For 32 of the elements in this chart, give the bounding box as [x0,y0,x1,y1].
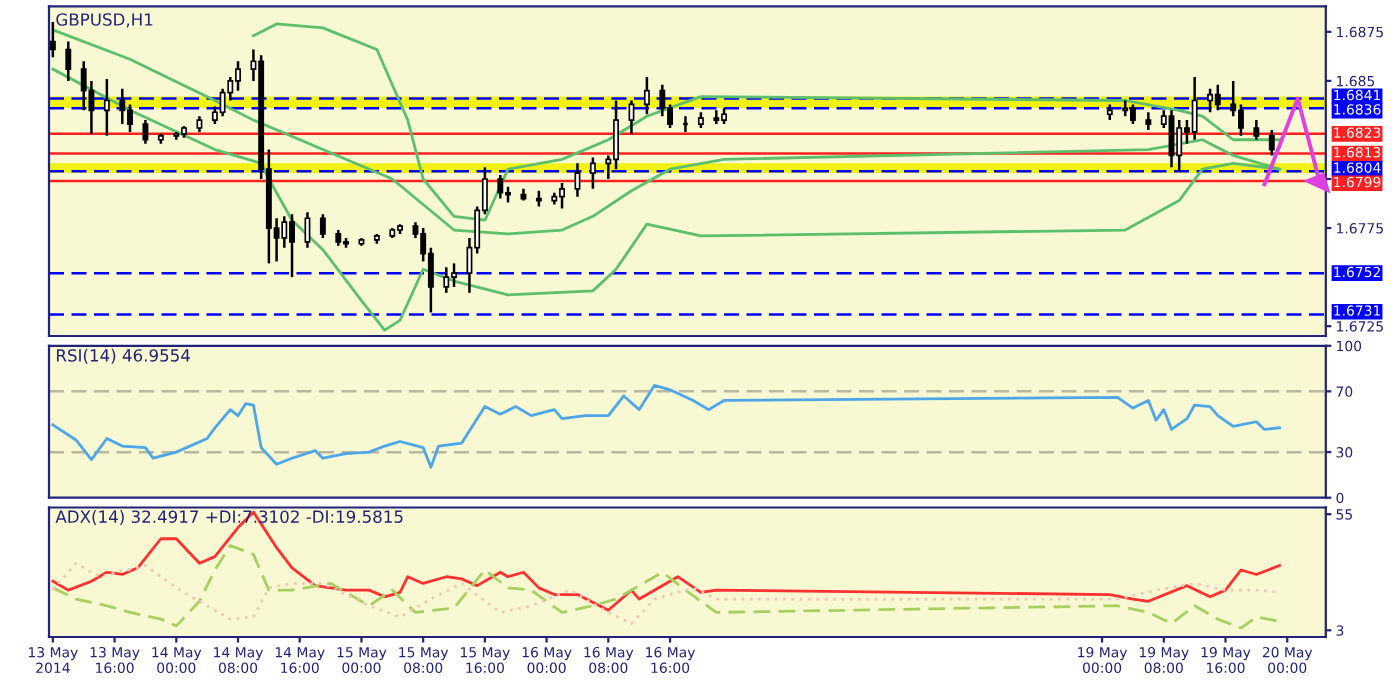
candlestick [319,213,326,240]
candlestick [1237,103,1244,138]
candlestick [443,266,450,295]
line-series [252,22,1281,222]
candlestick [1214,83,1221,112]
candlestick [1207,87,1214,114]
candlestick [1129,103,1136,126]
candlestick [1176,118,1183,173]
candlestick [451,262,457,289]
line-series [51,383,1281,469]
candlestick [103,77,110,138]
chart-title: GBPUSD,H1 [56,13,153,28]
candlestick [119,87,126,126]
candlestick [574,162,581,198]
candlestick [289,213,295,279]
candlestick [643,75,650,116]
line-series [51,510,1281,612]
candlestick [1191,75,1198,141]
candlestick [659,83,666,118]
chart-title: RSI(14) 46.9554 [57,348,190,364]
candlestick [559,181,565,210]
candlestick [497,173,504,200]
candlestick [65,40,72,83]
candlestick [304,211,311,249]
candlestick [589,156,596,191]
line-series [51,561,1281,625]
candlestick [142,118,149,145]
candlestick [1268,128,1275,157]
candlestick [613,99,619,171]
line-series [51,544,1281,630]
candlestick [1253,118,1260,141]
candlestick [49,20,56,59]
